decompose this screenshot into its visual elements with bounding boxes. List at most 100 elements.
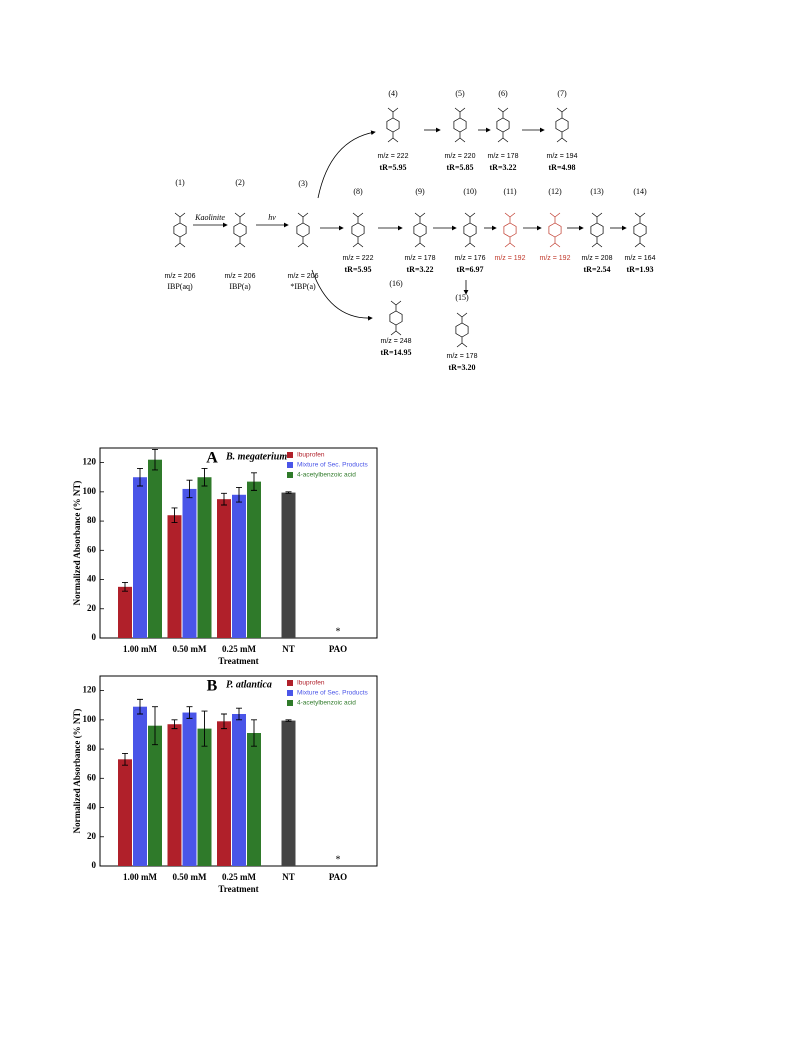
retention-time: tR=4.98 [549, 163, 576, 172]
bar [118, 759, 132, 866]
legend-swatch [287, 462, 293, 468]
y-tick-label: 40 [87, 802, 97, 812]
error-bar [186, 706, 193, 719]
bar [197, 477, 212, 638]
compound-label: IBP(a) [229, 282, 251, 291]
y-tick-label: 80 [87, 743, 97, 753]
compound-label: IBP(aq) [167, 282, 193, 291]
structure-ring [173, 222, 187, 238]
structure-bond [352, 212, 364, 248]
error-bar [122, 753, 128, 766]
error-bar [122, 582, 128, 592]
y-tick-label: 0 [92, 632, 97, 642]
x-tick-label: NT [282, 644, 295, 654]
structure-ring [389, 310, 403, 326]
error-bar [137, 468, 143, 487]
structure-ring [386, 117, 400, 133]
legend-swatch [287, 700, 293, 706]
mass-label: m/z = 164 [625, 255, 656, 262]
retention-time: tR=5.85 [447, 163, 474, 172]
error-bar [137, 698, 143, 715]
x-tick-label: 0.25 mM [222, 872, 256, 882]
legend-label: Ibuprofen [297, 452, 325, 459]
mass-label: m/z = 206 [165, 273, 196, 280]
error-bar [201, 710, 208, 747]
structure-ring [296, 222, 310, 238]
mass-label: m/z = 206 [225, 273, 256, 280]
retention-time: tR=3.22 [490, 163, 517, 172]
legend-label: Ibuprofen [297, 680, 325, 687]
y-tick-label: 120 [83, 685, 97, 695]
y-tick-label: 100 [83, 714, 97, 724]
error-bar [285, 719, 292, 722]
structure-bond [390, 300, 402, 336]
mass-label: m/z = 176 [455, 255, 486, 262]
x-tick-label: PAO [329, 872, 347, 882]
error-bar [201, 468, 208, 487]
x-tick-label: PAO [329, 644, 347, 654]
structure-bond [634, 212, 646, 248]
legend-label: Mixture of Sec. Products [297, 690, 369, 697]
structure-ring [463, 222, 477, 238]
chart-title: P. atlantica [226, 679, 272, 690]
structure-bond [387, 107, 399, 143]
compound-number: (5) [455, 89, 465, 98]
x-tick-label: 1.00 mM [123, 644, 157, 654]
bar [247, 733, 261, 866]
structure-ring [590, 222, 604, 238]
error-bar [236, 707, 242, 721]
bar [247, 481, 261, 638]
structure-ring [633, 222, 647, 238]
legend-label: 4-acetylbenzoic acid [297, 472, 356, 479]
y-tick-label: 60 [87, 772, 97, 782]
bar [197, 728, 212, 866]
mass-label: m/z = 222 [378, 153, 409, 160]
mass-label: m/z = 208 [582, 255, 613, 262]
compound-number: (1) [175, 178, 185, 187]
x-tick-label: 0.25 mM [222, 644, 256, 654]
legend-swatch [287, 680, 293, 686]
x-tick-label: 0.50 mM [173, 872, 207, 882]
structure-bond [549, 212, 561, 248]
structure-bond [456, 312, 468, 348]
x-tick-label: 1.00 mM [123, 872, 157, 882]
compound-number: (12) [548, 187, 562, 196]
structure-bond [454, 107, 466, 143]
y-tick-label: 20 [87, 603, 97, 613]
error-bar [171, 719, 178, 730]
charts: 0 20 40 60 80 100 120 1.00 mM 0.50 mM 0.25 mM NT PA… [72, 447, 378, 894]
annotation: * [336, 626, 341, 637]
y-tick-label: 0 [92, 860, 97, 870]
control-bar [281, 720, 296, 866]
retention-time: tR=3.22 [407, 265, 434, 274]
compound-number: (14) [633, 187, 647, 196]
legend-label: Mixture of Sec. Products [297, 462, 369, 469]
panel-letter: A [206, 450, 218, 467]
compound-number: (16) [389, 279, 403, 288]
retention-time: tR=6.97 [457, 265, 484, 274]
structure-ring [548, 222, 562, 238]
bar [133, 706, 147, 866]
mass-label: m/z = 178 [447, 353, 478, 360]
bar [217, 721, 231, 866]
structure-ring [233, 222, 247, 238]
error-bar [251, 719, 257, 747]
structure-ring [351, 222, 365, 238]
structure-bond [556, 107, 568, 143]
y-tick-label: 100 [83, 486, 97, 496]
retention-time: tR=1.93 [627, 265, 654, 274]
structure-bond [497, 107, 509, 143]
error-bar [221, 492, 227, 506]
structure-bond [464, 212, 476, 248]
compound-number: (7) [557, 89, 567, 98]
x-axis-label: Treatment [218, 656, 258, 666]
bar [182, 488, 197, 638]
retention-time: tR=2.54 [584, 265, 611, 274]
x-tick-label: NT [282, 872, 295, 882]
structure-bond [414, 212, 426, 248]
bar [232, 494, 246, 638]
structure-bond [234, 212, 246, 248]
mass-label: m/z = 220 [445, 153, 476, 160]
y-tick-label: 40 [87, 574, 97, 584]
